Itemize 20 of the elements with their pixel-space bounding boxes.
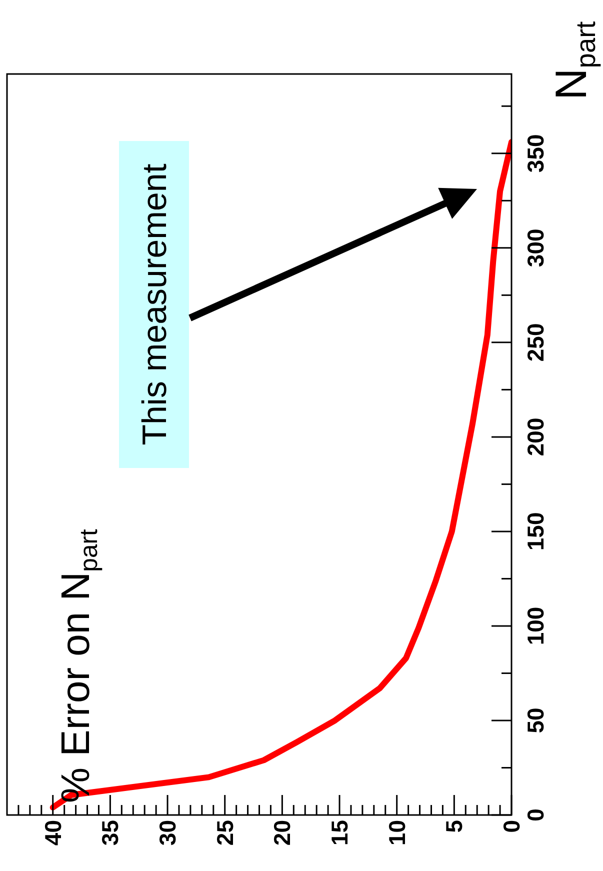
- annotation: This measurement: [136, 163, 174, 446]
- x-tick-label: 25: [212, 820, 238, 846]
- y-tick-label: 200: [522, 418, 548, 456]
- y-tick-label: 50: [522, 708, 548, 734]
- annotation: % Error on Npart: [54, 528, 103, 803]
- x-tick-label: 5: [441, 820, 468, 833]
- x-tick-label: 30: [154, 820, 181, 846]
- y-tick-label: 250: [522, 323, 548, 362]
- y-tick-label: 300: [522, 228, 548, 268]
- y-tick-label: 150: [522, 512, 548, 551]
- x-tick-label: 0: [498, 820, 524, 833]
- y-tick-label: 0: [522, 808, 548, 822]
- y-axis-title: Npart: [547, 20, 601, 100]
- y-tick-label: 350: [522, 134, 548, 173]
- x-tick-label: 20: [269, 820, 296, 846]
- x-tick-label: 15: [326, 820, 353, 846]
- x-tick-label: 35: [97, 820, 124, 846]
- x-tick-label: 40: [40, 820, 66, 846]
- x-tick-label: 10: [384, 820, 410, 846]
- y-tick-label: 100: [522, 606, 548, 646]
